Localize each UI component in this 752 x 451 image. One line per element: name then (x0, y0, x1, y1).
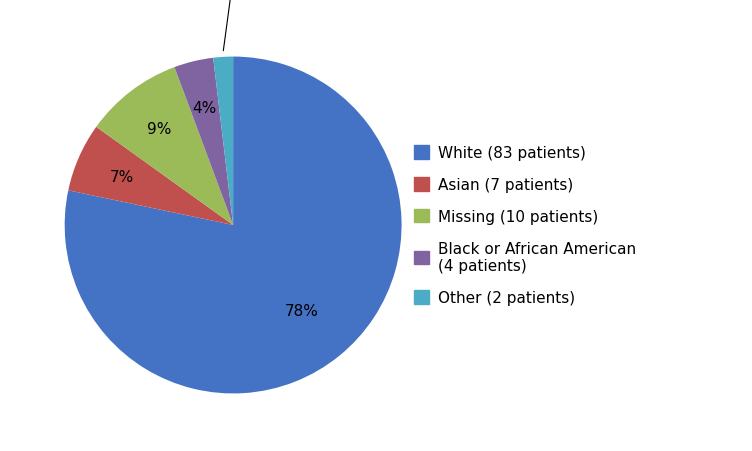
Wedge shape (174, 59, 233, 226)
Wedge shape (214, 57, 233, 226)
Text: 2%: 2% (221, 0, 245, 51)
Text: 9%: 9% (147, 122, 171, 137)
Text: 7%: 7% (110, 169, 135, 184)
Wedge shape (65, 57, 402, 394)
Wedge shape (96, 68, 233, 226)
Wedge shape (68, 128, 233, 226)
Text: 78%: 78% (285, 303, 319, 318)
Legend: White (83 patients), Asian (7 patients), Missing (10 patients), Black or African: White (83 patients), Asian (7 patients),… (414, 146, 636, 305)
Text: 4%: 4% (193, 101, 217, 115)
